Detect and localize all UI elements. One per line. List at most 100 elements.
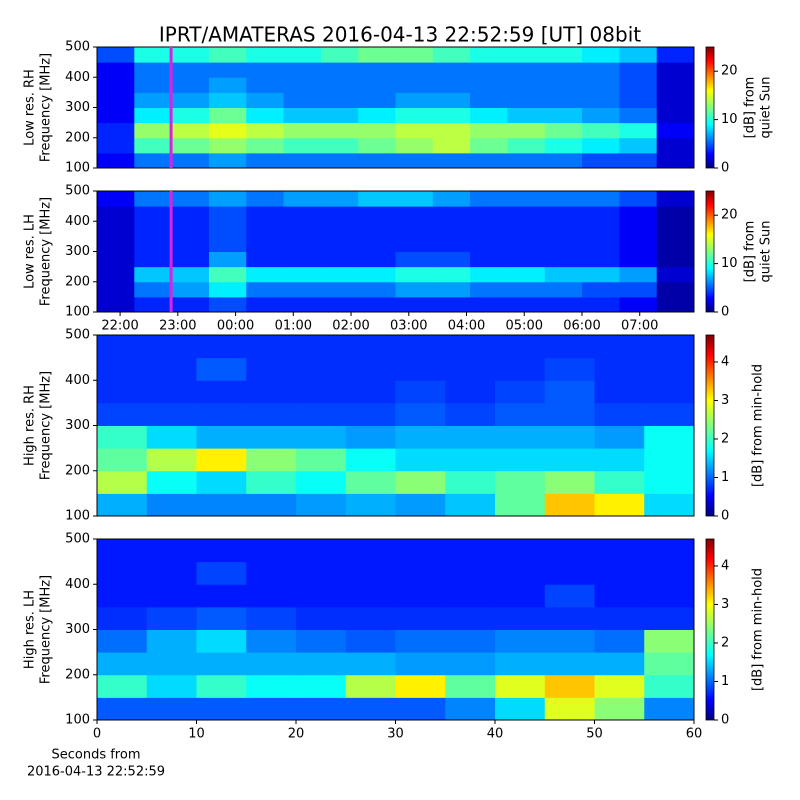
heatmap-cell — [320, 221, 359, 237]
heatmap-cell — [134, 107, 173, 124]
heatmap-cell — [594, 425, 645, 449]
heatmap-cell — [296, 606, 347, 630]
heatmap-cell — [246, 122, 285, 139]
heatmap-cell — [246, 674, 297, 698]
heatmap-cell — [296, 561, 347, 585]
heatmap-cell — [619, 281, 658, 298]
heatmap-cell — [470, 137, 508, 154]
heatmap-cell — [544, 561, 595, 585]
heatmap-cell — [582, 77, 620, 93]
y-tick-label: 500 — [65, 40, 90, 55]
y-tick-label: 100 — [65, 305, 90, 320]
heatmap-cell — [395, 539, 446, 563]
heatmap-cell — [134, 191, 173, 207]
heatmap-cell — [507, 137, 546, 154]
heatmap-cell — [495, 584, 546, 608]
heatmap-cell — [395, 122, 434, 139]
heatmap-cell — [507, 236, 546, 252]
heatmap-cell — [619, 77, 658, 93]
heatmap-cell — [345, 335, 396, 359]
heatmap-cell — [445, 357, 496, 381]
y-axis-label: High res. LH — [23, 590, 38, 669]
colorbar-label: [dB] from min-hold — [751, 364, 766, 487]
heatmap-cell — [470, 122, 508, 139]
y-tick-label: 300 — [65, 244, 90, 259]
heatmap-cell — [196, 402, 247, 426]
heatmap-cell — [196, 493, 247, 517]
heatmap-cell — [644, 493, 695, 517]
heatmap-cell — [432, 296, 471, 313]
heatmap-cell — [544, 77, 583, 93]
heatmap-cell — [171, 236, 210, 252]
heatmap-cell — [345, 357, 396, 381]
y-tick-label: 100 — [65, 509, 90, 524]
heatmap-cell — [196, 697, 247, 721]
heatmap-cell — [246, 236, 285, 252]
heatmap-cell — [495, 357, 546, 381]
heatmap-cell — [171, 296, 210, 313]
heatmap-cell — [246, 697, 297, 721]
colorbar-label: [dB] from — [743, 221, 758, 283]
heatmap-cell — [171, 77, 210, 93]
heatmap-cell — [196, 425, 247, 449]
heatmap-cell — [395, 62, 434, 78]
heatmap-cell — [283, 296, 322, 313]
heatmap-cell — [246, 281, 285, 298]
heatmap-cell — [432, 122, 471, 139]
x-tick-label: 02:00 — [332, 319, 369, 334]
heatmap-cell — [470, 191, 508, 207]
heatmap-cell — [97, 697, 148, 721]
heatmap-cell — [97, 236, 135, 252]
heatmap-cell — [171, 107, 210, 124]
heatmap-cell — [582, 221, 620, 237]
heatmap-cell — [345, 584, 396, 608]
heatmap-cell — [544, 62, 583, 78]
heatmap-cell — [619, 206, 658, 222]
x-tick-label: 03:00 — [390, 319, 427, 334]
heatmap-cell — [134, 77, 173, 93]
heatmap-cell — [445, 561, 496, 585]
heatmap-cell — [656, 92, 695, 108]
heatmap-cell — [208, 152, 247, 169]
x-tick-label: 20 — [288, 727, 305, 742]
heatmap-cell — [283, 266, 322, 283]
heatmap-cell — [507, 206, 546, 222]
heatmap-cell — [395, 652, 446, 676]
heatmap-cell — [619, 122, 658, 139]
heatmap-cell — [97, 448, 148, 472]
heatmap-cell — [358, 152, 396, 169]
heatmap-cell — [296, 470, 347, 494]
heatmap-cell — [134, 62, 173, 78]
heatmap-cell — [544, 380, 595, 404]
heatmap-cell — [208, 77, 247, 93]
heatmap-cell — [97, 539, 148, 563]
y-tick-label: 400 — [65, 70, 90, 85]
heatmap-cell — [196, 561, 247, 585]
heatmap-cell — [594, 606, 645, 630]
heatmap-cell — [296, 448, 347, 472]
heatmap-cell — [196, 470, 247, 494]
heatmap-cell — [395, 266, 434, 283]
y-tick-label: 400 — [65, 577, 90, 592]
heatmap-cell — [395, 448, 446, 472]
heatmap-cell — [358, 251, 396, 268]
heatmap-cell — [445, 697, 496, 721]
heatmap-cell — [208, 206, 247, 222]
heatmap-cell — [246, 191, 285, 207]
heatmap-cell — [97, 674, 148, 698]
heatmap-cell — [656, 77, 695, 93]
x-tick-label: 00:00 — [217, 319, 254, 334]
heatmap-cell — [296, 584, 347, 608]
heatmap-cell — [358, 107, 396, 124]
heatmap-cell — [246, 47, 285, 63]
heatmap-cell — [544, 92, 583, 108]
heatmap-cell — [358, 137, 396, 154]
heatmap-cell — [97, 380, 148, 404]
heatmap-cell — [320, 137, 359, 154]
heatmap-cell — [171, 137, 210, 154]
heatmap-cell — [507, 107, 546, 124]
x-tick-label: 07:00 — [621, 319, 658, 334]
heatmap-cell — [97, 402, 148, 426]
x-tick-label: 06:00 — [563, 319, 600, 334]
heatmap-cell — [507, 266, 546, 283]
